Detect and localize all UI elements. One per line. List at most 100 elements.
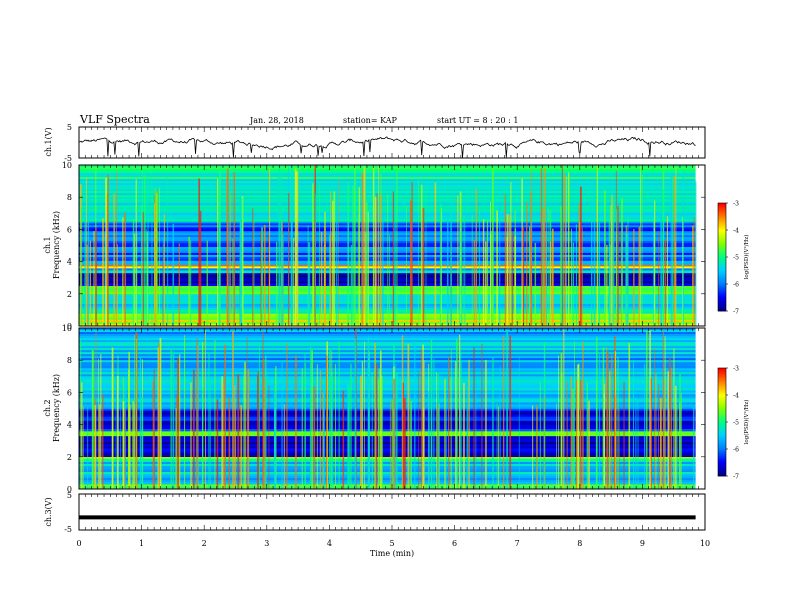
spectrogram-band xyxy=(79,185,696,188)
spectrogram-streak xyxy=(420,349,422,489)
spectrogram-streak xyxy=(676,405,678,489)
spectrogram-streak xyxy=(338,341,340,489)
spectrogram-band xyxy=(79,372,696,375)
spectrogram-streak xyxy=(354,338,357,489)
colorbar-segment xyxy=(718,212,726,215)
spectrogram-streak xyxy=(128,351,130,489)
spectrogram-band xyxy=(79,317,696,320)
spectrogram-streak xyxy=(81,208,83,326)
colorbar-tick-label: -4 xyxy=(733,393,739,400)
spectrogram-streak xyxy=(240,405,243,489)
spectrogram-streak xyxy=(662,189,664,326)
spectrogram-streak xyxy=(133,233,136,326)
spectrogram-streak xyxy=(510,182,512,326)
spectrogram-band xyxy=(79,291,696,295)
spectrogram-streak xyxy=(588,400,590,489)
spectrogram-streak xyxy=(561,165,563,326)
spectrogram-band xyxy=(79,431,696,434)
spectrogram-streak xyxy=(179,354,181,489)
spectrogram-streak xyxy=(158,342,160,489)
spectrogram-band xyxy=(79,422,696,426)
spectrogram-band xyxy=(79,283,696,287)
spectrogram-streak xyxy=(434,182,437,326)
spectrogram-streak xyxy=(263,224,266,326)
ch1-spectrogram-yticks: 0 2 4 6 8 10 xyxy=(62,161,705,331)
x-tick-label: 3 xyxy=(264,539,269,548)
spectrogram-streak xyxy=(377,379,379,489)
spectrogram-band xyxy=(79,416,696,420)
spectrogram-streak xyxy=(184,335,186,489)
y-tick-label: 10 xyxy=(62,324,72,333)
spectrogram-streak xyxy=(586,382,589,489)
spectrogram-streak xyxy=(89,240,91,326)
colorbar-segment xyxy=(718,432,726,435)
colorbar-segment xyxy=(718,248,726,251)
colorbar-segment xyxy=(718,368,726,371)
spectrogram-streak xyxy=(122,217,124,326)
spectrogram-streak xyxy=(136,234,138,326)
spectrogram-streak xyxy=(326,355,328,489)
spectrogram-band xyxy=(79,398,696,401)
spectrogram-streak xyxy=(222,383,224,489)
spectrogram-streak xyxy=(466,386,468,489)
spectrogram-streak xyxy=(395,363,397,489)
spectrogram-band xyxy=(79,344,696,347)
spectrogram-streak xyxy=(486,220,489,326)
spectrogram-streak xyxy=(447,215,449,326)
spectrogram-streak xyxy=(664,240,666,326)
spectrogram-band xyxy=(79,252,696,256)
spectrogram-streak xyxy=(463,383,465,489)
spectrogram-streak xyxy=(107,174,109,326)
spectrogram-streak xyxy=(593,180,596,326)
spectrogram-band xyxy=(79,225,696,228)
spectrogram-streak xyxy=(566,381,568,489)
spectrogram-streak xyxy=(282,235,284,326)
ch2-spectrogram-tick-marks xyxy=(78,328,706,489)
spectrogram-band xyxy=(79,340,696,343)
spectrogram-streak xyxy=(481,344,483,489)
spectrogram-streak xyxy=(253,221,255,326)
spectrogram-streak xyxy=(650,378,652,489)
start-time-label: start UT = 8 : 20 : 1 xyxy=(437,116,518,125)
spectrogram-band xyxy=(79,464,696,467)
x-tick-label: 5 xyxy=(389,539,394,548)
ch2-spectrogram-ylabel-frequency: Frequency (kHz) xyxy=(52,374,61,442)
spectrogram-streak xyxy=(675,241,677,326)
spectrogram-streak xyxy=(276,242,278,326)
spectrogram-streak xyxy=(309,346,312,489)
spectrogram-streak xyxy=(450,349,452,489)
spectrogram-band xyxy=(79,414,696,417)
spectrogram-streak xyxy=(543,168,546,326)
colorbar-segment xyxy=(718,258,726,261)
spectrogram-streak xyxy=(577,363,580,489)
spectrogram-streak xyxy=(596,336,598,489)
spectrogram-streak xyxy=(175,408,177,489)
spectrogram-band xyxy=(79,260,696,264)
spectrogram-streak xyxy=(361,361,364,489)
spectrogram-band xyxy=(79,264,696,267)
spectrogram-band xyxy=(79,374,696,377)
spectrogram-streak xyxy=(396,372,398,489)
spectrogram-streak xyxy=(177,358,179,489)
spectrogram-streak xyxy=(117,376,119,489)
spectrogram-band xyxy=(79,468,696,471)
spectrogram-band xyxy=(79,376,696,379)
spectrogram-streak xyxy=(232,238,234,326)
colorbar-segment xyxy=(718,231,726,234)
colorbar-segment xyxy=(718,393,726,396)
spectrogram-band xyxy=(79,175,696,178)
spectrogram-band xyxy=(79,301,696,305)
time-axis-tick-labels: 0 1 2 3 4 5 6 7 8 9 10 xyxy=(76,539,710,548)
spectrogram-streak xyxy=(637,400,639,489)
spectrogram-band xyxy=(79,221,696,224)
colorbar-segment xyxy=(718,420,726,423)
spectrogram-band xyxy=(79,336,696,339)
spectrogram-streak xyxy=(460,202,462,326)
colorbar-segment xyxy=(718,298,726,301)
spectrogram-band xyxy=(79,440,696,443)
spectrogram-streak xyxy=(640,165,641,326)
spectrogram-streak xyxy=(99,404,101,489)
colorbar-segment xyxy=(718,264,726,267)
spectrogram-streak xyxy=(87,406,89,489)
spectrogram-streak xyxy=(389,401,391,489)
